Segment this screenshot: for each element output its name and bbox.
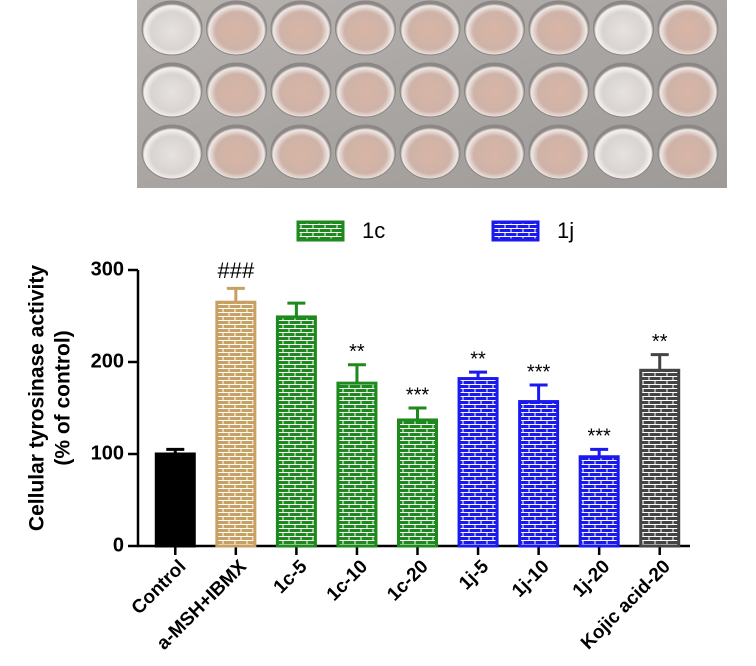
significance-label: *** [406, 384, 430, 406]
error-bar [347, 363, 366, 384]
error-bar [650, 353, 669, 371]
well [141, 0, 203, 56]
well [335, 0, 396, 56]
well [399, 62, 461, 118]
legend-label: 1j [557, 218, 574, 243]
well [593, 62, 654, 118]
significance-label: ** [349, 341, 365, 363]
well [270, 0, 332, 56]
bar [154, 452, 196, 548]
well [593, 124, 654, 180]
x-tick-label: 1j-10 [508, 556, 553, 601]
y-axis-label: (% of control) [52, 330, 75, 465]
significance-label: *** [587, 426, 611, 448]
bar [639, 368, 681, 548]
x-tick-label: 1c-10 [323, 556, 372, 605]
bar [518, 400, 560, 548]
well [206, 62, 267, 118]
well [657, 124, 719, 180]
well [593, 0, 654, 56]
well [399, 124, 461, 180]
well [464, 0, 525, 56]
well [141, 62, 203, 118]
x-tick-label: 1j-5 [455, 556, 493, 594]
x-tick-label: Control [128, 556, 191, 619]
y-tick-label: 100 [91, 442, 124, 464]
error-bar [408, 406, 427, 420]
significance-label: *** [527, 361, 551, 383]
x-tick-label: 1c-20 [383, 556, 432, 605]
well [335, 62, 396, 118]
error-bar [166, 447, 185, 454]
significance-label: ** [470, 348, 486, 370]
y-tick-label: 300 [91, 258, 124, 280]
well [399, 0, 461, 56]
well [528, 0, 590, 56]
error-bar [287, 301, 306, 317]
well [657, 62, 719, 118]
bar [397, 418, 438, 548]
legend-swatch [296, 220, 345, 242]
well [464, 124, 525, 180]
y-axis-label: Cellular tyrosinase activity [26, 265, 49, 531]
well [335, 124, 396, 180]
error-bar [226, 286, 245, 303]
bar [215, 300, 257, 548]
well [657, 0, 719, 56]
y-tick-label: 200 [91, 350, 124, 372]
bar [578, 455, 620, 548]
bar [336, 381, 378, 548]
y-tick-label: 0 [113, 534, 124, 556]
legend-swatch [491, 220, 540, 242]
legend-label: 1c [362, 218, 385, 243]
well [464, 62, 525, 118]
well [206, 124, 267, 180]
x-tick-label: 1c-5 [270, 556, 312, 598]
significance-label: ** [652, 331, 668, 353]
well [141, 124, 203, 180]
chart: Cellular tyrosinase activity (% of contro… [26, 218, 690, 654]
error-bar [469, 370, 488, 379]
x-tick-label: 1j-20 [569, 556, 614, 601]
well [270, 124, 332, 180]
plate-photo [137, 0, 727, 188]
well [528, 62, 590, 118]
well [270, 62, 332, 118]
well [206, 0, 267, 56]
well [528, 124, 590, 180]
error-bar [529, 383, 548, 402]
bar [275, 315, 317, 548]
error-bar [590, 447, 609, 457]
bar [457, 377, 499, 548]
significance-label: ### [217, 258, 254, 283]
